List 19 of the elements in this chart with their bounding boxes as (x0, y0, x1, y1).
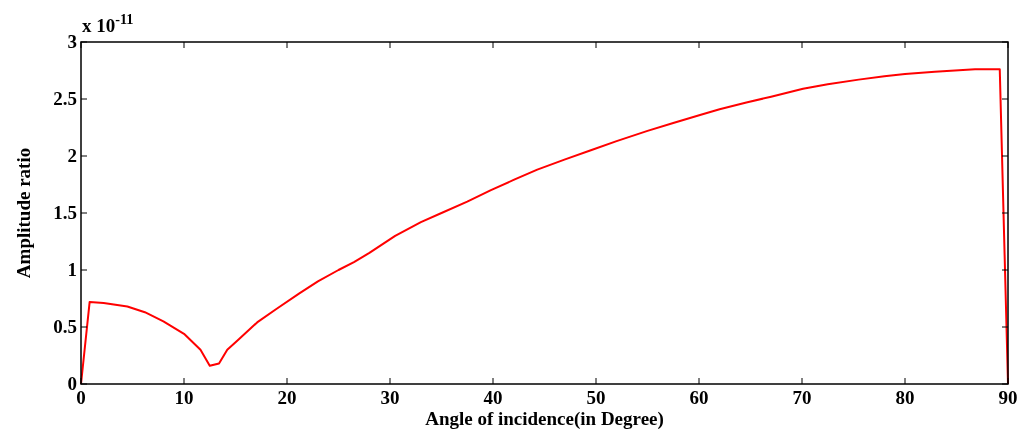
x-tick-label: 90 (998, 387, 1018, 408)
x-tick-label: 30 (380, 387, 400, 408)
x-tick-label: 80 (895, 387, 915, 408)
y-tick-label: 0.5 (53, 316, 77, 337)
x-tick-label: 60 (689, 387, 709, 408)
y-tick-label: 3 (67, 31, 77, 52)
x-tick-label: 70 (792, 387, 812, 408)
text: x 10$^{-11}$ (82, 11, 134, 36)
y-tick-label: 1 (67, 259, 77, 280)
x-tick-label: 40 (483, 387, 503, 408)
x-tick-label: 10 (174, 387, 194, 408)
y-axis-title: Amplitude ratio (13, 147, 34, 279)
y-tick-label: 2 (67, 145, 77, 166)
x-tick-label: 20 (277, 387, 297, 408)
x-tick-label: 50 (586, 387, 606, 408)
y-tick-label: 0 (67, 373, 77, 394)
y-tick-label: 1.5 (53, 202, 77, 223)
x-axis-title: Angle of incidence(in Degree) (425, 408, 664, 430)
y-tick-label: 2.5 (53, 88, 77, 109)
